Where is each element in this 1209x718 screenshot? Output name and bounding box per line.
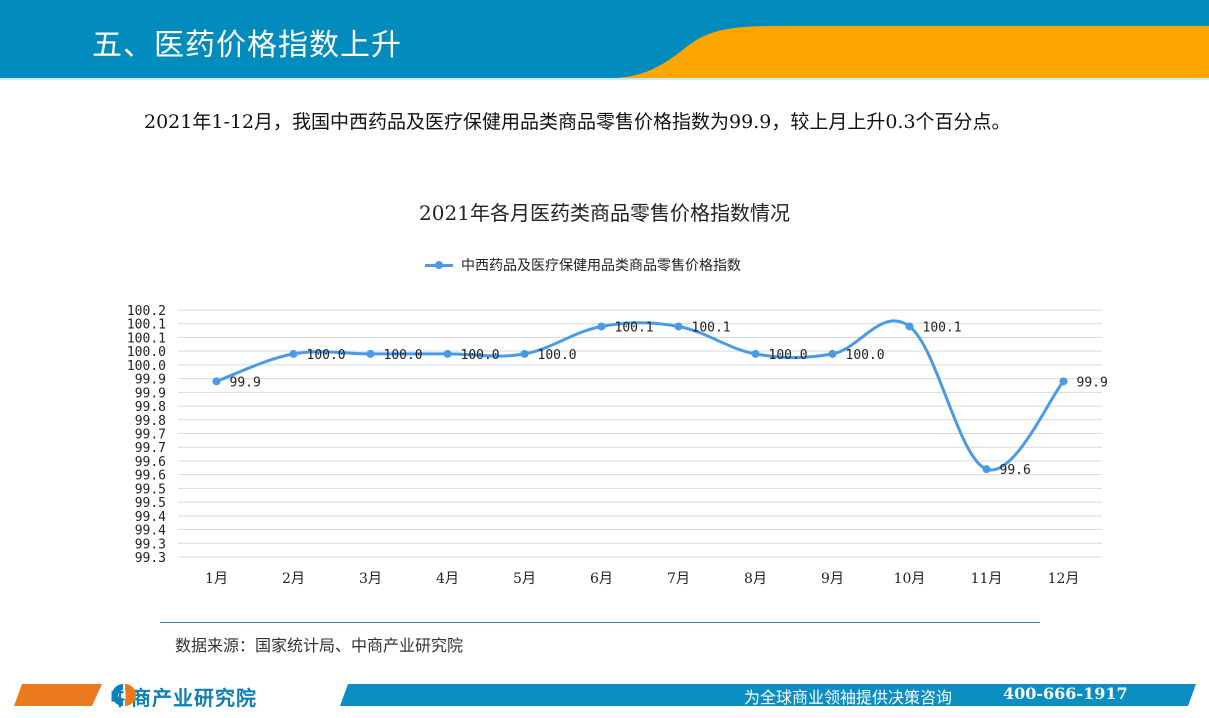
line-chart: 100.2100.1100.1100.0100.099.999.999.899.… <box>127 304 1108 587</box>
y-tick-label: 99.5 <box>135 496 166 511</box>
y-tick-label: 99.3 <box>135 537 166 552</box>
y-tick-label: 100.1 <box>127 318 166 333</box>
data-point <box>674 322 683 331</box>
data-label: 100.1 <box>692 320 731 335</box>
y-tick-label: 99.6 <box>135 455 166 470</box>
legend-line-marker-icon <box>425 258 453 272</box>
intro-paragraph: 2021年1-12月，我国中西药品及医疗保健用品类商品零售价格指数为99.9，较… <box>144 111 1011 133</box>
data-label: 99.9 <box>230 375 261 390</box>
header-banner: 五、医药价格指数上升 <box>0 0 1209 80</box>
data-point <box>289 349 298 358</box>
x-tick-label: 10月 <box>894 571 926 587</box>
y-tick-label: 99.8 <box>135 400 166 415</box>
y-tick-label: 99.3 <box>135 551 166 566</box>
y-tick-label: 100.1 <box>127 331 166 346</box>
data-point <box>1059 377 1068 386</box>
x-tick-label: 6月 <box>590 571 613 587</box>
footer-phone: 400-666-1917 <box>1003 684 1128 703</box>
data-point <box>751 349 760 358</box>
x-tick-label: 1月 <box>205 571 228 587</box>
x-tick-label: 9月 <box>821 571 844 587</box>
data-point <box>905 322 914 331</box>
data-point <box>982 465 991 474</box>
header-background <box>0 0 1209 80</box>
x-tick-label: 11月 <box>971 571 1003 587</box>
footer-slogan: 为全球商业领袖提供决策咨询 <box>744 688 953 707</box>
footer-bar: 中商产业研究院 为全球商业领袖提供决策咨询 400-666-1917 <box>0 680 1209 710</box>
y-tick-label: 99.9 <box>135 386 166 401</box>
data-label: 100.0 <box>384 348 423 363</box>
y-tick-label: 99.9 <box>135 373 166 388</box>
y-tick-label: 100.0 <box>127 359 166 374</box>
y-tick-label: 99.4 <box>135 524 166 539</box>
page-title: 五、医药价格指数上升 <box>92 28 402 63</box>
source-divider <box>160 622 1040 623</box>
data-source: 数据来源：国家统计局、中商产业研究院 <box>175 636 464 655</box>
data-point <box>597 322 606 331</box>
logo-icon <box>112 684 136 706</box>
chart-legend: 中西药品及医疗保健用品类商品零售价格指数 <box>425 255 741 275</box>
y-tick-label: 100.2 <box>127 304 166 319</box>
x-tick-label: 2月 <box>282 571 305 587</box>
data-label: 99.6 <box>1000 463 1031 478</box>
x-tick-label: 5月 <box>513 571 536 587</box>
x-tick-label: 12月 <box>1048 571 1080 587</box>
x-tick-label: 7月 <box>667 571 690 587</box>
legend-label: 中西药品及医疗保健用品类商品零售价格指数 <box>461 258 741 274</box>
y-tick-label: 99.7 <box>135 428 166 443</box>
data-point <box>520 349 529 358</box>
data-label: 100.0 <box>769 348 808 363</box>
data-point <box>443 349 452 358</box>
data-point <box>828 349 837 358</box>
y-tick-label: 99.5 <box>135 482 166 497</box>
data-label: 100.0 <box>461 348 500 363</box>
y-tick-label: 99.6 <box>135 469 166 484</box>
y-tick-label: 99.7 <box>135 441 166 456</box>
data-label: 100.1 <box>615 320 654 335</box>
data-label: 100.0 <box>307 348 346 363</box>
data-label: 99.9 <box>1077 375 1108 390</box>
x-tick-label: 4月 <box>436 571 459 587</box>
data-label: 100.0 <box>538 348 577 363</box>
x-tick-label: 3月 <box>359 571 382 587</box>
footer-background <box>14 684 1209 706</box>
x-tick-label: 8月 <box>744 571 767 587</box>
data-point <box>212 377 221 386</box>
y-tick-label: 100.0 <box>127 345 166 360</box>
company-logo: 中商产业研究院 <box>110 682 257 711</box>
data-point <box>366 349 375 358</box>
y-tick-label: 99.4 <box>135 510 166 525</box>
data-label: 100.1 <box>923 320 962 335</box>
data-label: 100.0 <box>846 348 885 363</box>
chart-title: 2021年各月医药类商品零售价格指数情况 <box>419 201 790 225</box>
y-tick-label: 99.8 <box>135 414 166 429</box>
